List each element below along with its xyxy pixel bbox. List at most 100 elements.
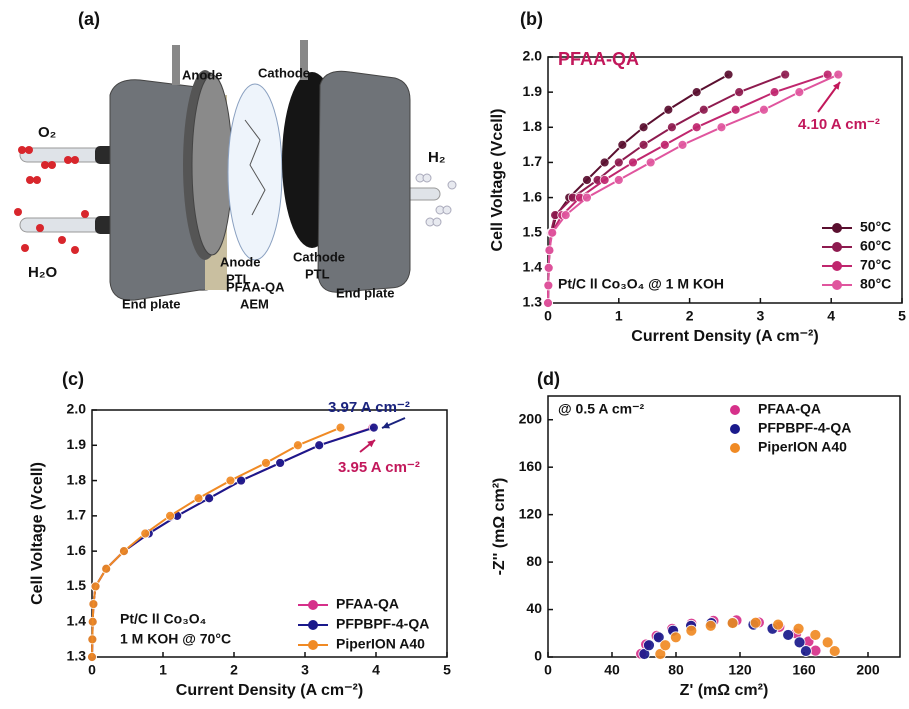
annotation: Pt/C ll Co₃O₄ @ 1 M KOH	[558, 276, 724, 292]
legend-label: 70°C	[860, 257, 891, 273]
label: Cathode	[258, 65, 310, 80]
data-point	[749, 616, 762, 629]
annotation: @ 0.5 A cm⁻²	[558, 401, 644, 417]
data-point	[652, 631, 665, 644]
x-tick-label: 0	[544, 308, 552, 324]
x-tick-label: 40	[604, 662, 620, 678]
anode-tab	[172, 45, 180, 85]
data-point	[663, 104, 674, 115]
label: PFAA-QA	[226, 279, 285, 294]
label: End plate	[336, 285, 395, 300]
data-point	[292, 440, 303, 451]
y-tick-label: 1.8	[523, 118, 543, 134]
data-point	[140, 528, 151, 539]
plot-frame	[91, 409, 448, 658]
panel-label: (c)	[62, 369, 84, 389]
panel-label: (d)	[537, 369, 560, 389]
data-point	[314, 440, 325, 451]
data-point	[800, 645, 812, 657]
data-point	[617, 139, 628, 150]
annotation: PFAA-QA	[558, 49, 639, 69]
data-point	[543, 262, 554, 273]
y-tick-label: 40	[526, 600, 542, 616]
data-point	[677, 139, 688, 150]
arrow-head	[832, 82, 840, 90]
data-point	[809, 629, 822, 641]
data-point	[335, 422, 346, 433]
data-point	[782, 629, 795, 641]
data-point	[165, 510, 176, 521]
x-tick-label: 4	[372, 662, 380, 678]
panel-label: (b)	[520, 9, 543, 29]
data-point	[638, 139, 649, 150]
label: H₂	[428, 149, 446, 166]
x-tick-label: 1	[615, 308, 623, 324]
data-point	[90, 581, 101, 592]
data-point	[645, 157, 656, 168]
y-tick-label: 1.5	[67, 577, 87, 593]
data-point	[654, 648, 667, 660]
y-tick-label: 80	[526, 553, 542, 569]
legend-marker	[730, 405, 740, 415]
x-tick-label: 120	[728, 662, 752, 678]
data-point	[833, 69, 844, 80]
legend-marker	[832, 280, 842, 290]
data-point	[716, 122, 727, 133]
y-tick-label: 200	[519, 410, 543, 426]
annotation: Pt/C ll Co₃O₄	[120, 611, 206, 627]
y-tick-label: 120	[519, 505, 543, 521]
legend-marker	[730, 424, 740, 434]
y-tick-label: 2.0	[523, 48, 543, 64]
aem-structure	[244, 119, 266, 216]
data-point	[691, 87, 702, 98]
data-point	[193, 493, 204, 504]
end-plate	[317, 70, 411, 293]
label: AEM	[240, 296, 269, 311]
label: Anode	[220, 254, 260, 269]
data-point	[726, 617, 739, 629]
data-point	[792, 622, 805, 635]
x-tick-label: 3	[301, 662, 309, 678]
data-point	[698, 104, 709, 115]
label: PTL	[226, 271, 251, 286]
data-point	[734, 87, 745, 98]
y-tick-label: 1.9	[523, 83, 543, 99]
plot-area	[87, 422, 379, 662]
x-tick-label: 5	[898, 308, 906, 324]
y-tick-label: 1.8	[67, 471, 87, 487]
legend-marker	[308, 600, 318, 610]
data-point	[225, 475, 236, 486]
data-point	[723, 69, 734, 80]
plot-frame	[547, 56, 903, 304]
x-tick-label: 200	[856, 662, 880, 678]
data-point	[543, 280, 554, 291]
legend-label: PFPBPF-4-QA	[336, 616, 429, 632]
legend-label: PiperION A40	[336, 636, 425, 652]
annotation: 3.97 A cm⁻²	[328, 399, 410, 416]
x-tick-label: 2	[686, 308, 694, 324]
data-point	[780, 69, 791, 80]
data-point	[87, 616, 98, 627]
y-tick-label: 1.4	[67, 612, 87, 628]
series-line	[547, 73, 828, 304]
annotation: 4.10 A cm⁻²	[798, 116, 880, 133]
label: End plate	[122, 296, 181, 311]
legend-label: 60°C	[860, 238, 891, 254]
arrow-head	[382, 421, 390, 429]
molecules	[14, 146, 89, 254]
data-point	[769, 87, 780, 98]
x-tick-label: 80	[668, 662, 684, 678]
data-point	[759, 104, 769, 115]
plot-area	[543, 69, 844, 308]
data-point	[613, 175, 624, 185]
label: O₂	[38, 124, 56, 141]
data-point	[669, 631, 682, 644]
data-point	[582, 192, 592, 203]
x-tick-label: 0	[544, 662, 552, 678]
aem	[227, 83, 283, 261]
data-point	[772, 618, 784, 631]
data-point	[691, 122, 702, 133]
y-tick-label: 1.3	[523, 294, 543, 310]
data-point	[828, 645, 841, 657]
data-point	[638, 122, 649, 133]
